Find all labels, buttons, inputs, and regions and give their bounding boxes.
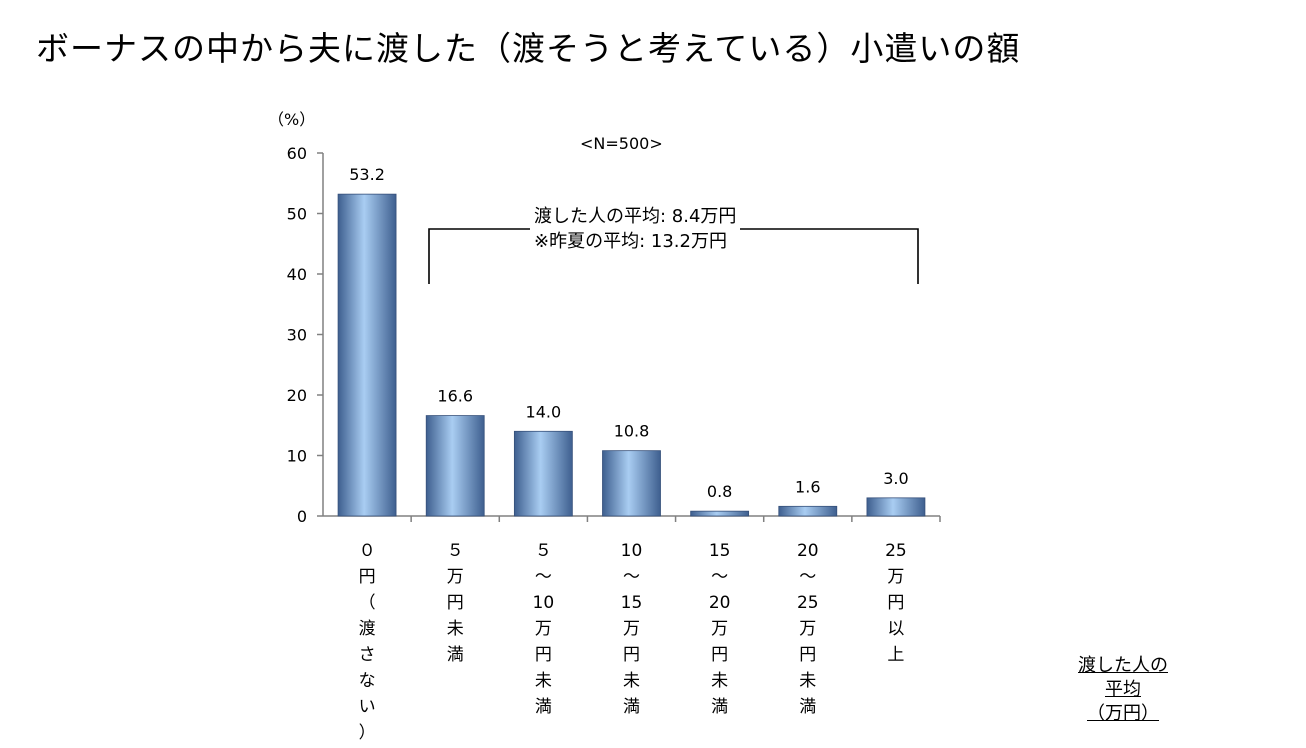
category-label-part: さ bbox=[359, 645, 376, 665]
category-label-part: 万 bbox=[623, 619, 640, 639]
category-label-part: 15 bbox=[709, 541, 731, 561]
category-label-part: 未 bbox=[447, 619, 464, 639]
category-label-part: ） bbox=[359, 723, 376, 743]
y-tick-label: 20 bbox=[287, 386, 307, 405]
category-label-part: 20 bbox=[709, 593, 731, 613]
average-annotation-line-1: 渡した人の平均: 8.4万円 bbox=[534, 206, 737, 227]
category-label-part: 円 bbox=[447, 593, 464, 613]
category-label-part: 未 bbox=[623, 671, 640, 691]
category-label-part: 25 bbox=[885, 541, 907, 561]
category-label-part: 10 bbox=[533, 593, 555, 613]
bar bbox=[337, 193, 397, 517]
category-label-part: 未 bbox=[535, 671, 552, 691]
category-label-part: ～ bbox=[535, 567, 552, 587]
category-label-part: 満 bbox=[623, 697, 640, 717]
y-tick-label: 60 bbox=[287, 144, 307, 163]
category-label-part: 円 bbox=[711, 645, 728, 665]
bar bbox=[690, 510, 750, 517]
category-label-part: 円 bbox=[887, 593, 904, 613]
category-label-part: 20 bbox=[797, 541, 819, 561]
bar bbox=[778, 505, 838, 517]
category-label-part: 万 bbox=[535, 619, 552, 639]
category-label-part: 未 bbox=[711, 671, 728, 691]
data-label: 10.8 bbox=[614, 422, 650, 441]
category-label-part: ～ bbox=[711, 567, 728, 587]
bar bbox=[513, 430, 573, 517]
category-label-part: ０ bbox=[359, 541, 376, 561]
y-tick-label: 10 bbox=[287, 447, 307, 466]
data-label: 14.0 bbox=[526, 402, 562, 421]
category-label-part: い bbox=[359, 697, 376, 717]
average-column-label-line-3: （万円） bbox=[1087, 703, 1159, 724]
category-label-part: 円 bbox=[799, 645, 816, 665]
data-label: 53.2 bbox=[349, 165, 385, 184]
category-label-part: 満 bbox=[447, 645, 464, 665]
category-label-part: 満 bbox=[711, 697, 728, 717]
category-label-part: 未 bbox=[799, 671, 816, 691]
category-label-part: 25 bbox=[797, 593, 819, 613]
category-label-part: ～ bbox=[623, 567, 640, 587]
category-label-part: 以 bbox=[887, 619, 904, 639]
category-label-part: ５ bbox=[447, 541, 464, 561]
bar bbox=[602, 450, 661, 517]
category-label-part: ～ bbox=[799, 567, 816, 587]
y-tick-label: 50 bbox=[287, 205, 307, 224]
category-label-part: 万 bbox=[799, 619, 816, 639]
data-label: 1.6 bbox=[795, 477, 820, 496]
category-label-part: 満 bbox=[799, 697, 816, 717]
y-tick-label: 30 bbox=[287, 326, 307, 345]
category-label-part: 万 bbox=[887, 567, 904, 587]
category-label-part: な bbox=[359, 671, 376, 691]
average-column-label: 渡した人の 平均 （万円） bbox=[1068, 654, 1178, 726]
category-label-part: 満 bbox=[535, 697, 552, 717]
bar bbox=[425, 415, 485, 517]
data-label: 16.6 bbox=[437, 387, 473, 406]
chart-title: ボーナスの中から夫に渡した（渡そうと考えている）小遣いの額 bbox=[36, 29, 1021, 68]
bar bbox=[866, 497, 926, 517]
category-label-part: 渡 bbox=[359, 619, 376, 639]
y-tick-label: 0 bbox=[297, 507, 307, 526]
category-label-part: 万 bbox=[711, 619, 728, 639]
category-label-part: 上 bbox=[887, 645, 904, 665]
category-label-part: 15 bbox=[621, 593, 643, 613]
category-label-part: （ bbox=[359, 593, 376, 613]
y-tick-label: 40 bbox=[287, 265, 307, 284]
category-label-part: 円 bbox=[359, 567, 376, 587]
category-label-part: 円 bbox=[623, 645, 640, 665]
average-annotation: 渡した人の平均: 8.4万円 ※昨夏の平均: 13.2万円 bbox=[530, 204, 741, 254]
data-label: 3.0 bbox=[883, 469, 908, 488]
y-axis-unit-label: （%） bbox=[268, 110, 316, 129]
category-label-part: 円 bbox=[535, 645, 552, 665]
data-label: 0.8 bbox=[707, 482, 732, 501]
category-label-part: ５ bbox=[535, 541, 552, 561]
category-label-part: 万 bbox=[447, 567, 464, 587]
average-annotation-line-2: ※昨夏の平均: 13.2万円 bbox=[534, 231, 727, 252]
sample-size-label: <N=500> bbox=[580, 134, 663, 153]
average-column-label-line-2: 平均 bbox=[1105, 679, 1141, 700]
average-column-label-line-1: 渡した人の bbox=[1078, 655, 1168, 676]
category-label-part: 10 bbox=[621, 541, 643, 561]
